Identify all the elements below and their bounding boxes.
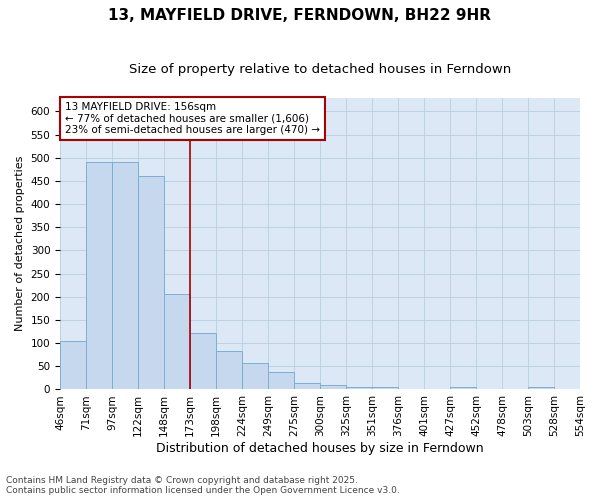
Bar (164, 294, 190, 390)
Bar (216, 352, 242, 390)
Bar (320, 385, 346, 390)
Bar (138, 176, 164, 390)
Bar (60, 341, 86, 390)
Bar (372, 387, 398, 390)
Bar (242, 363, 268, 390)
Bar (346, 387, 372, 390)
Text: 13, MAYFIELD DRIVE, FERNDOWN, BH22 9HR: 13, MAYFIELD DRIVE, FERNDOWN, BH22 9HR (109, 8, 491, 22)
X-axis label: Distribution of detached houses by size in Ferndown: Distribution of detached houses by size … (156, 442, 484, 455)
Bar (112, 162, 138, 390)
Bar (190, 333, 216, 390)
Text: Contains HM Land Registry data © Crown copyright and database right 2025.
Contai: Contains HM Land Registry data © Crown c… (6, 476, 400, 495)
Title: Size of property relative to detached houses in Ferndown: Size of property relative to detached ho… (129, 62, 511, 76)
Bar (294, 382, 320, 390)
Bar (86, 162, 112, 390)
Bar (268, 372, 294, 390)
Bar (450, 387, 476, 390)
Text: 13 MAYFIELD DRIVE: 156sqm
← 77% of detached houses are smaller (1,606)
23% of se: 13 MAYFIELD DRIVE: 156sqm ← 77% of detac… (65, 102, 320, 135)
Bar (528, 387, 554, 390)
Y-axis label: Number of detached properties: Number of detached properties (15, 156, 25, 331)
